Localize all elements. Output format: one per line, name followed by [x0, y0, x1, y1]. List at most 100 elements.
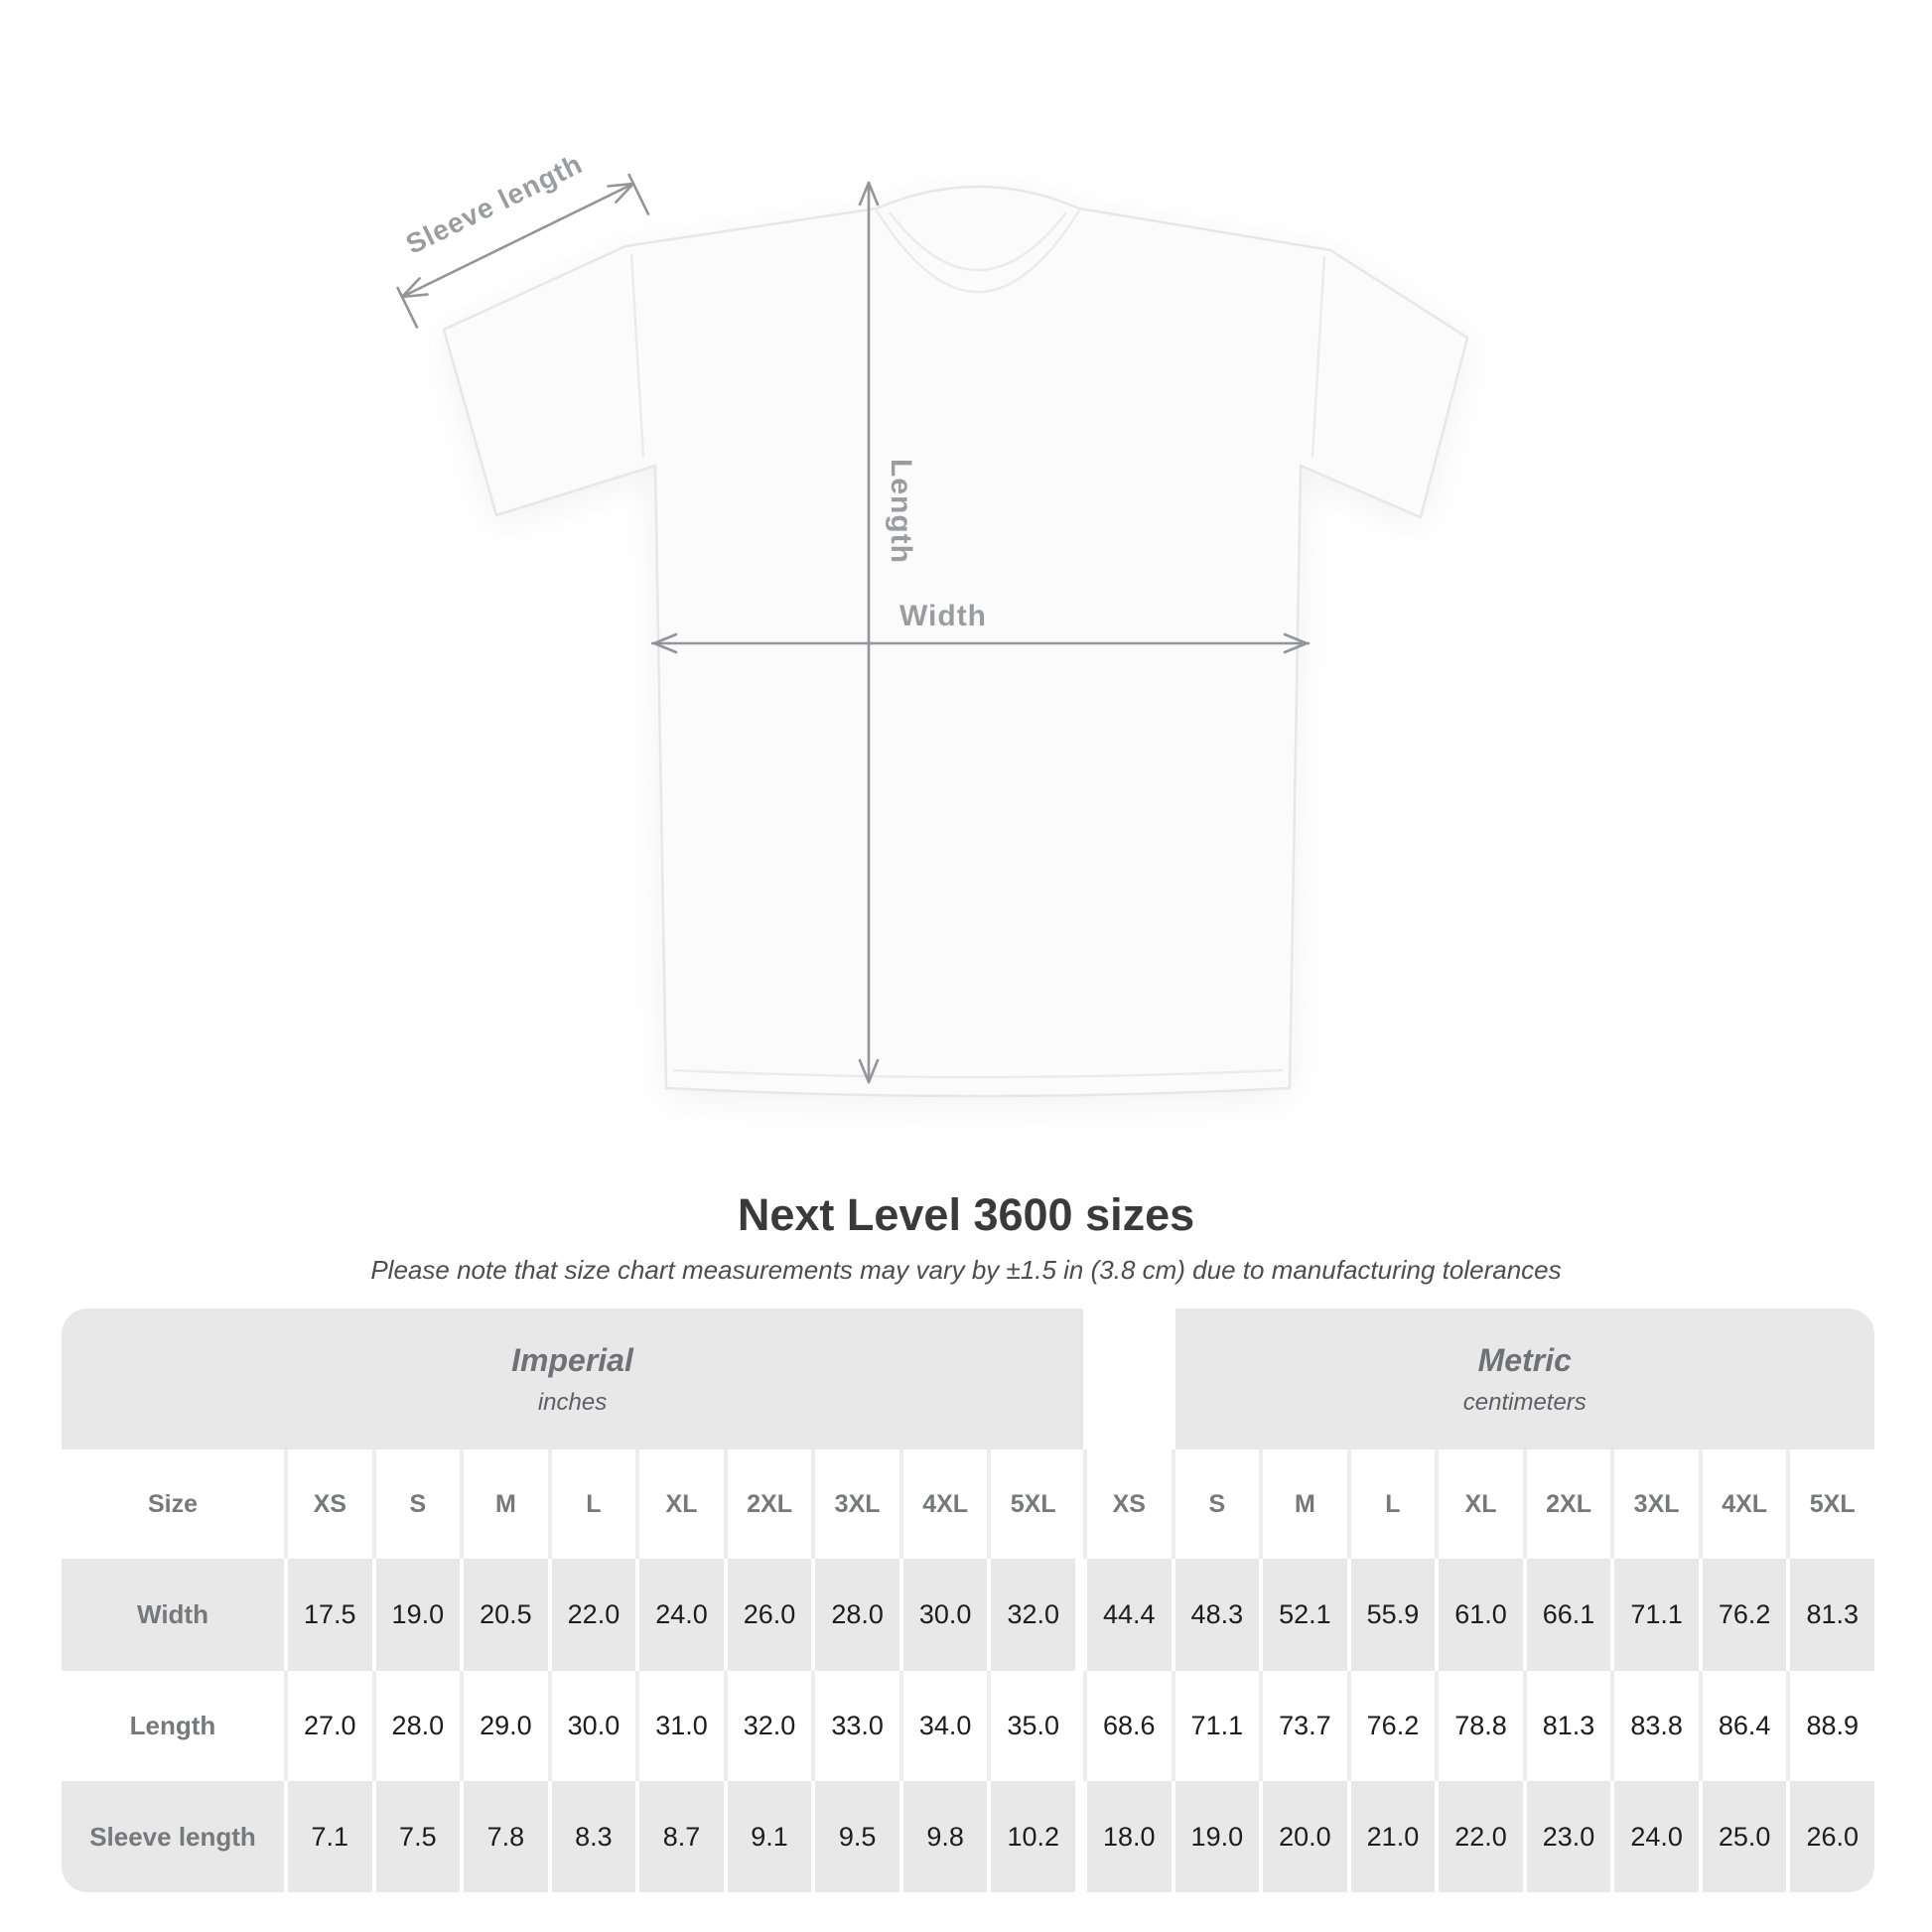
imperial-unit: inches [537, 1388, 608, 1416]
unit-header-metric: Metric centimeters [1174, 1309, 1874, 1449]
size-header: 2XL [727, 1449, 812, 1559]
value-cell: 73.7 [1263, 1671, 1347, 1781]
table-row-length: Length 27.0 28.0 29.0 30.0 31.0 32.0 33.… [62, 1671, 1874, 1781]
value-cell: 71.1 [1174, 1671, 1260, 1781]
width-label: Width [899, 600, 987, 632]
value-cell: 55.9 [1350, 1559, 1436, 1671]
size-header: L [1350, 1449, 1436, 1559]
value-cell: 30.0 [551, 1671, 636, 1781]
value-cell: 9.8 [902, 1781, 988, 1892]
value-cell: 21.0 [1350, 1781, 1436, 1892]
value-cell: 33.0 [815, 1671, 899, 1781]
value-cell: 30.0 [902, 1559, 988, 1671]
value-cell: 25.0 [1702, 1781, 1787, 1892]
row-label: Length [62, 1671, 284, 1781]
value-cell: 17.5 [288, 1559, 372, 1671]
size-header: S [1174, 1449, 1260, 1559]
length-label: Length [885, 459, 917, 564]
value-cell: 88.9 [1790, 1671, 1874, 1781]
value-cell: 34.0 [902, 1671, 988, 1781]
value-cell: 76.2 [1350, 1671, 1436, 1781]
value-cell: 19.0 [375, 1559, 461, 1671]
value-cell: 28.0 [815, 1559, 899, 1671]
unit-header-row: Imperial inches Metric centimeters [62, 1309, 1874, 1449]
size-header: 2XL [1526, 1449, 1611, 1559]
value-cell: 32.0 [991, 1559, 1075, 1671]
size-header: XL [639, 1449, 724, 1559]
tshirt-silhouette [442, 185, 1469, 1098]
spacer [1079, 1449, 1083, 1559]
size-header: 5XL [1790, 1449, 1874, 1559]
value-cell: 20.5 [464, 1559, 548, 1671]
value-cell: 66.1 [1526, 1559, 1611, 1671]
value-cell: 71.1 [1614, 1559, 1699, 1671]
value-cell: 35.0 [991, 1671, 1075, 1781]
left-sleeve-seam [629, 253, 645, 458]
value-cell: 78.8 [1439, 1671, 1523, 1781]
value-cell: 19.0 [1174, 1781, 1260, 1892]
value-cell: 26.0 [1790, 1781, 1874, 1892]
size-header: S [375, 1449, 461, 1559]
size-header: 4XL [902, 1449, 988, 1559]
value-cell: 10.2 [991, 1781, 1075, 1892]
value-cell: 83.8 [1614, 1671, 1699, 1781]
value-cell: 23.0 [1526, 1781, 1611, 1892]
value-cell: 24.0 [1614, 1781, 1699, 1892]
row-label: Width [62, 1559, 284, 1671]
value-cell: 86.4 [1702, 1671, 1787, 1781]
value-cell: 81.3 [1526, 1671, 1611, 1781]
value-cell: 8.7 [639, 1781, 724, 1892]
size-header: 5XL [991, 1449, 1075, 1559]
value-cell: 61.0 [1439, 1559, 1523, 1671]
size-table: Imperial inches Metric centimeters Size … [62, 1309, 1874, 1892]
spacer [1087, 1309, 1172, 1449]
size-header: 4XL [1702, 1449, 1787, 1559]
row-label: Sleeve length [62, 1781, 284, 1892]
width-arrow [650, 632, 1311, 654]
unit-header-imperial: Imperial inches [62, 1309, 1083, 1449]
value-cell: 7.1 [288, 1781, 372, 1892]
value-cell: 81.3 [1790, 1559, 1874, 1671]
value-cell: 76.2 [1702, 1559, 1787, 1671]
table-row-sleeve-length: Sleeve length 7.1 7.5 7.8 8.3 8.7 9.1 9.… [62, 1781, 1874, 1892]
value-cell: 26.0 [727, 1559, 812, 1671]
value-cell: 9.1 [727, 1781, 812, 1892]
value-cell: 52.1 [1263, 1559, 1347, 1671]
spacer [1079, 1671, 1083, 1781]
size-header: 3XL [815, 1449, 899, 1559]
value-cell: 7.5 [375, 1781, 461, 1892]
value-cell: 68.6 [1087, 1671, 1172, 1781]
size-header: L [551, 1449, 636, 1559]
size-header: 3XL [1614, 1449, 1699, 1559]
size-header: XL [1439, 1449, 1523, 1559]
tshirt-diagram: Sleeve length Length Width [396, 148, 1469, 1098]
value-cell: 7.8 [464, 1781, 548, 1892]
size-header: M [464, 1449, 548, 1559]
page-subtitle: Please note that size chart measurements… [370, 1255, 1562, 1285]
value-cell: 44.4 [1087, 1559, 1172, 1671]
size-header: XS [1087, 1449, 1172, 1559]
value-cell: 22.0 [1439, 1781, 1523, 1892]
value-cell: 8.3 [551, 1781, 636, 1892]
sleeve-length-label: Sleeve length [401, 148, 588, 260]
value-cell: 31.0 [639, 1671, 724, 1781]
collar-outer-seam [875, 209, 1081, 294]
metric-title: Metric [1477, 1341, 1572, 1378]
collar-inner-seam [889, 211, 1067, 272]
value-cell: 48.3 [1174, 1559, 1260, 1671]
metric-unit: centimeters [1462, 1388, 1587, 1416]
size-header: M [1263, 1449, 1347, 1559]
size-column-header: Size [62, 1449, 284, 1559]
value-cell: 29.0 [464, 1671, 548, 1781]
table-row-width: Width 17.5 19.0 20.5 22.0 24.0 26.0 28.0… [62, 1559, 1874, 1671]
value-cell: 27.0 [288, 1671, 372, 1781]
size-header-row: Size XS S M L XL 2XL 3XL 4XL 5XL XS S M … [62, 1449, 1874, 1559]
value-cell: 18.0 [1087, 1781, 1172, 1892]
value-cell: 28.0 [375, 1671, 461, 1781]
length-arrow [858, 181, 880, 1084]
page-title: Next Level 3600 sizes [737, 1189, 1195, 1240]
spacer [1079, 1781, 1083, 1892]
size-header: XS [288, 1449, 372, 1559]
hem-stitch [672, 1068, 1284, 1079]
imperial-title: Imperial [511, 1341, 633, 1378]
